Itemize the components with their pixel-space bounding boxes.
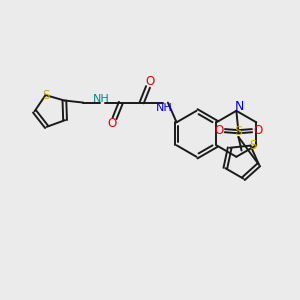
- Text: NH: NH: [93, 94, 110, 104]
- Text: S: S: [42, 88, 49, 102]
- Text: N: N: [235, 100, 244, 113]
- Text: O: O: [146, 75, 155, 88]
- Text: O: O: [254, 124, 263, 137]
- Text: S: S: [249, 139, 256, 152]
- Text: NH: NH: [156, 103, 173, 113]
- Text: O: O: [214, 124, 223, 137]
- Text: S: S: [234, 125, 242, 138]
- Text: O: O: [108, 117, 117, 130]
